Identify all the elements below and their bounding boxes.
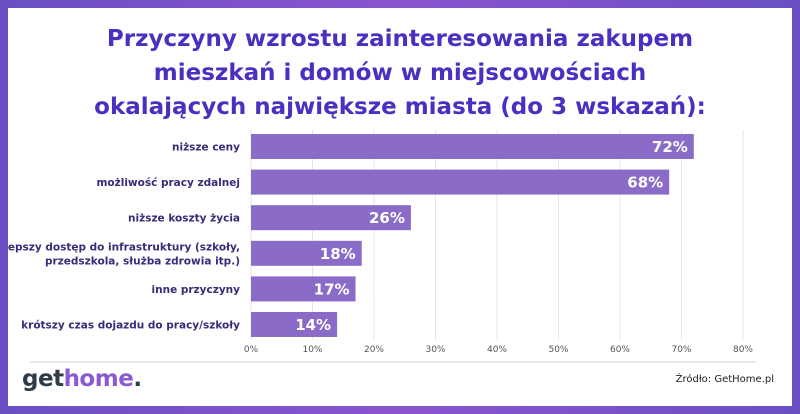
x-tick-label: 70%	[671, 345, 691, 355]
chart-title-line-1: Przyczyny wzrostu zainteresowania zakupe…	[106, 26, 694, 52]
x-tick-label: 50%	[548, 345, 568, 355]
bar-value-label: 72%	[652, 138, 688, 156]
bar-value-label: 68%	[627, 174, 663, 192]
bar	[251, 169, 670, 195]
x-tick-label: 80%	[733, 345, 753, 355]
chart-title-line-3: okalających największe miasta (do 3 wska…	[94, 94, 706, 120]
bar	[251, 205, 411, 231]
category-label: inne przyczyny	[152, 284, 241, 296]
bar-chart: 0% 10% 20% 30% 40% 50% 60% 70% 80% 72% niższe ceny…	[8, 130, 756, 363]
chart-title: Przyczyny wzrostu zainteresowania zakupe…	[8, 22, 792, 124]
category-label: przedszkola, służba zdrowia itp.)	[45, 255, 240, 267]
bar-value-label: 17%	[314, 280, 350, 298]
bar	[251, 240, 362, 266]
x-tick-label: 0%	[244, 345, 259, 355]
bar	[251, 312, 338, 337]
category-label: krótszy czas dojazdu do pracy/szkoły	[21, 320, 240, 332]
source-note: Źródło: GetHome.pl	[675, 374, 774, 385]
infographic-card: Przyczyny wzrostu zainteresowania zakupe…	[8, 8, 792, 406]
x-tick-label: 10%	[302, 345, 322, 355]
category-label: niższe koszty życia	[128, 213, 240, 225]
logo-part-dot: .	[133, 366, 142, 392]
x-tick-label: 40%	[487, 345, 507, 355]
category-label: niższe ceny	[172, 142, 240, 154]
logo-part-home: home	[63, 366, 134, 392]
bar	[251, 134, 694, 159]
bar-value-label: 18%	[320, 245, 356, 263]
bar-value-label: 14%	[295, 316, 331, 334]
logo-part-get: get	[22, 366, 64, 392]
x-tick-label: 60%	[610, 345, 630, 355]
x-tick-label: 20%	[364, 345, 384, 355]
gethome-logo: gethome.	[22, 366, 142, 392]
category-label: możliwość pracy zdalnej	[96, 177, 240, 189]
bar-value-label: 26%	[369, 209, 405, 227]
bar	[251, 276, 356, 302]
chart-title-line-2: mieszkań i domów w miejscowościach	[153, 60, 647, 86]
category-label: lepszy dostęp do infrastruktury (szkoły,	[8, 241, 240, 253]
x-tick-label: 30%	[425, 345, 445, 355]
